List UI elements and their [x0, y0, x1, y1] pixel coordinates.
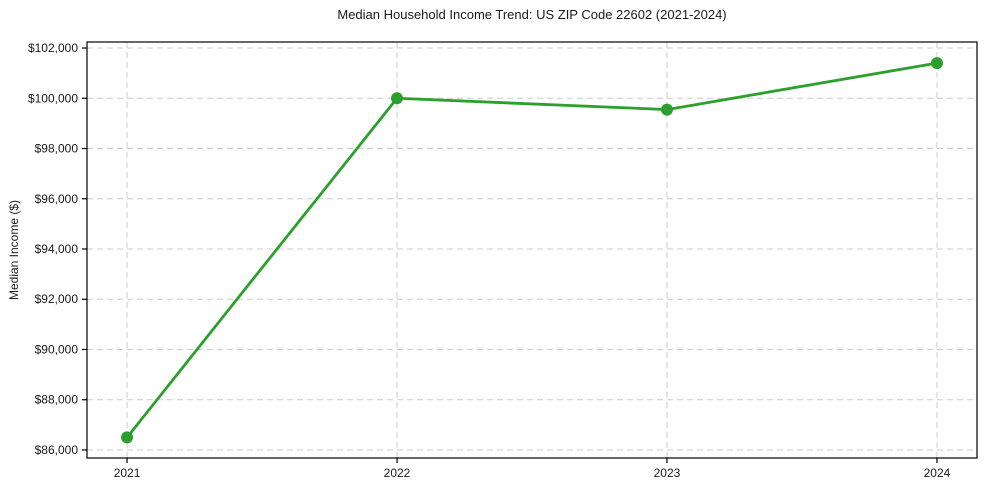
x-tick-label: 2024 — [924, 466, 951, 480]
y-tick-label: $100,000 — [28, 91, 78, 105]
y-tick-label: $102,000 — [28, 41, 78, 55]
y-tick-label: $90,000 — [35, 342, 79, 356]
data-point-2024 — [930, 57, 943, 70]
data-point-2023 — [660, 103, 673, 116]
y-tick-label: $88,000 — [35, 393, 79, 407]
y-tick-label: $94,000 — [35, 242, 79, 256]
y-tick-label: $98,000 — [35, 142, 79, 156]
plot-border — [86, 41, 978, 459]
data-point-2022 — [391, 92, 404, 105]
y-tick-label: $86,000 — [35, 443, 79, 457]
x-tick-label: 2023 — [654, 466, 681, 480]
x-tick-label: 2021 — [114, 466, 141, 480]
data-point-2021 — [121, 431, 134, 444]
y-tick-label: $92,000 — [35, 292, 79, 306]
x-tick-label: 2022 — [384, 466, 411, 480]
chart-title: Median Household Income Trend: US ZIP Co… — [337, 7, 727, 22]
y-tick-label: $96,000 — [35, 192, 79, 206]
trend-line — [125, 61, 939, 439]
